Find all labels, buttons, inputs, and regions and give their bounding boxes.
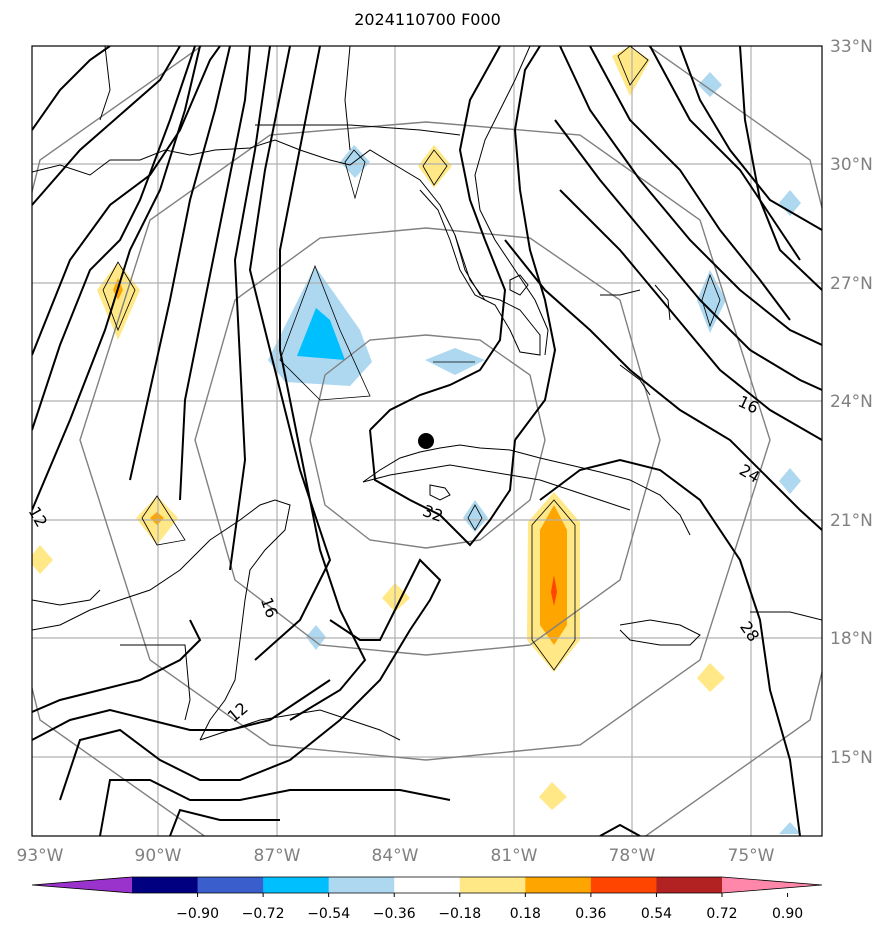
colorbar-segment — [394, 877, 461, 893]
contour-label: 32 — [420, 501, 446, 526]
colorbar — [31, 876, 823, 894]
contour-label: 16 — [735, 392, 761, 418]
colorbar-labels: −0.90 −0.72 −0.54 −0.36 −0.18 0.18 0.36 0.54 0.7… — [176, 893, 803, 922]
colorbar-tick-label: −0.36 — [373, 906, 416, 922]
colorbar-outline — [31, 876, 823, 894]
lon-tick-label: 84°W — [372, 846, 419, 866]
colorbar-segment — [263, 877, 330, 893]
colorbar-segment — [197, 877, 264, 893]
lon-tick-labels: 93°W 90°W 87°W 84°W 81°W 78°W 75°W — [17, 846, 775, 866]
map-title: 2024110700 F000 — [354, 10, 501, 29]
lat-tick-label: 18°N — [830, 629, 873, 649]
colorbar-tick-label: 0.90 — [772, 906, 803, 922]
colorbar-segment — [328, 877, 395, 893]
lon-tick-label: 75°W — [728, 846, 775, 866]
lat-tick-label: 24°N — [830, 392, 873, 412]
lon-tick-label: 93°W — [17, 846, 64, 866]
colorbar-tick-label: −0.54 — [307, 906, 350, 922]
colorbar-tick-label: −0.18 — [438, 906, 481, 922]
colorbar-segment — [590, 877, 657, 893]
colorbar-tick-label: −0.72 — [242, 906, 285, 922]
range-rings — [32, 46, 822, 836]
contour-label: 28 — [736, 618, 763, 646]
colorbar-tick-label: 0.18 — [510, 906, 541, 922]
storm-center-marker — [418, 433, 434, 449]
lon-tick-label: 78°W — [609, 846, 656, 866]
colorbar-tick-label: 0.36 — [575, 906, 606, 922]
lat-tick-label: 21°N — [830, 511, 873, 531]
contour-label: 16 — [257, 595, 282, 621]
colorbar-segment — [656, 877, 723, 893]
lon-tick-label: 87°W — [254, 846, 301, 866]
lat-tick-label: 27°N — [830, 274, 873, 294]
lat-tick-label: 30°N — [830, 155, 873, 175]
lat-tick-labels: 33°N 30°N 27°N 24°N 21°N 18°N 15°N — [830, 37, 873, 768]
coastlines — [32, 46, 822, 741]
lon-tick-label: 81°W — [491, 846, 538, 866]
contour-label: 24 — [736, 460, 763, 487]
colorbar-segment — [132, 877, 199, 893]
colorbar-tick-label: 0.72 — [706, 906, 737, 922]
contour-label: 12 — [25, 503, 52, 530]
contour-label: 12 — [224, 698, 252, 726]
thin-contours — [102, 46, 721, 671]
lat-tick-label: 33°N — [830, 37, 873, 57]
colorbar-extend-left — [32, 877, 132, 893]
colorbar-tick-label: 0.54 — [641, 906, 672, 922]
colorbar-segment — [525, 877, 592, 893]
colorbar-segment — [459, 877, 526, 893]
lon-tick-label: 90°W — [135, 846, 182, 866]
colorbar-tick-label: −0.90 — [176, 906, 219, 922]
colorbar-extend-right — [722, 877, 822, 893]
lat-tick-label: 15°N — [830, 748, 873, 768]
contour-label-group: 16 24 28 32 12 16 12 — [25, 392, 764, 726]
contour-lines — [32, 46, 822, 836]
map-frame — [31, 45, 823, 837]
